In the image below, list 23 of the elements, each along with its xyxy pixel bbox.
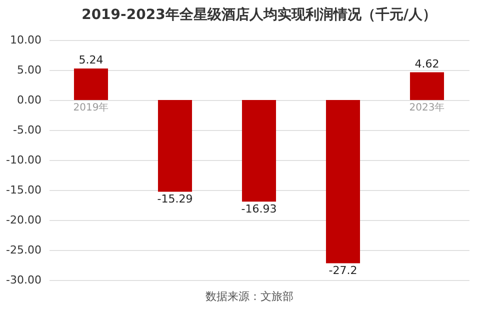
data-label: -27.2 <box>328 264 358 278</box>
y-tick-label: -10.00 <box>6 154 42 166</box>
y-tick-label: -15.00 <box>6 184 42 196</box>
y-tick-label: -5.00 <box>13 124 42 136</box>
bar <box>158 100 192 192</box>
y-tick-label: 0.00 <box>17 94 42 106</box>
y-tick-label: 5.00 <box>17 64 42 76</box>
bar <box>410 72 444 100</box>
data-label: 4.62 <box>414 57 440 70</box>
x-tick-label: 2023年 <box>409 102 445 114</box>
source-note: 数据来源：文旅部 <box>204 289 294 304</box>
chart-title: 2019-2023年全星级酒店人均实现利润情况（千元/人） <box>82 6 436 23</box>
y-tick-label: -30.00 <box>6 274 42 286</box>
data-label: -15.29 <box>157 192 193 206</box>
x-tick-label: 2019年 <box>73 102 109 114</box>
y-tick-label: 10.00 <box>10 34 42 46</box>
bar <box>326 100 360 264</box>
data-label: 5.24 <box>78 54 104 67</box>
y-tick-label: -20.00 <box>6 214 42 226</box>
bar <box>74 68 108 100</box>
y-tick-label: -25.00 <box>6 244 42 256</box>
data-label: -16.93 <box>241 202 277 216</box>
bar <box>242 100 276 202</box>
